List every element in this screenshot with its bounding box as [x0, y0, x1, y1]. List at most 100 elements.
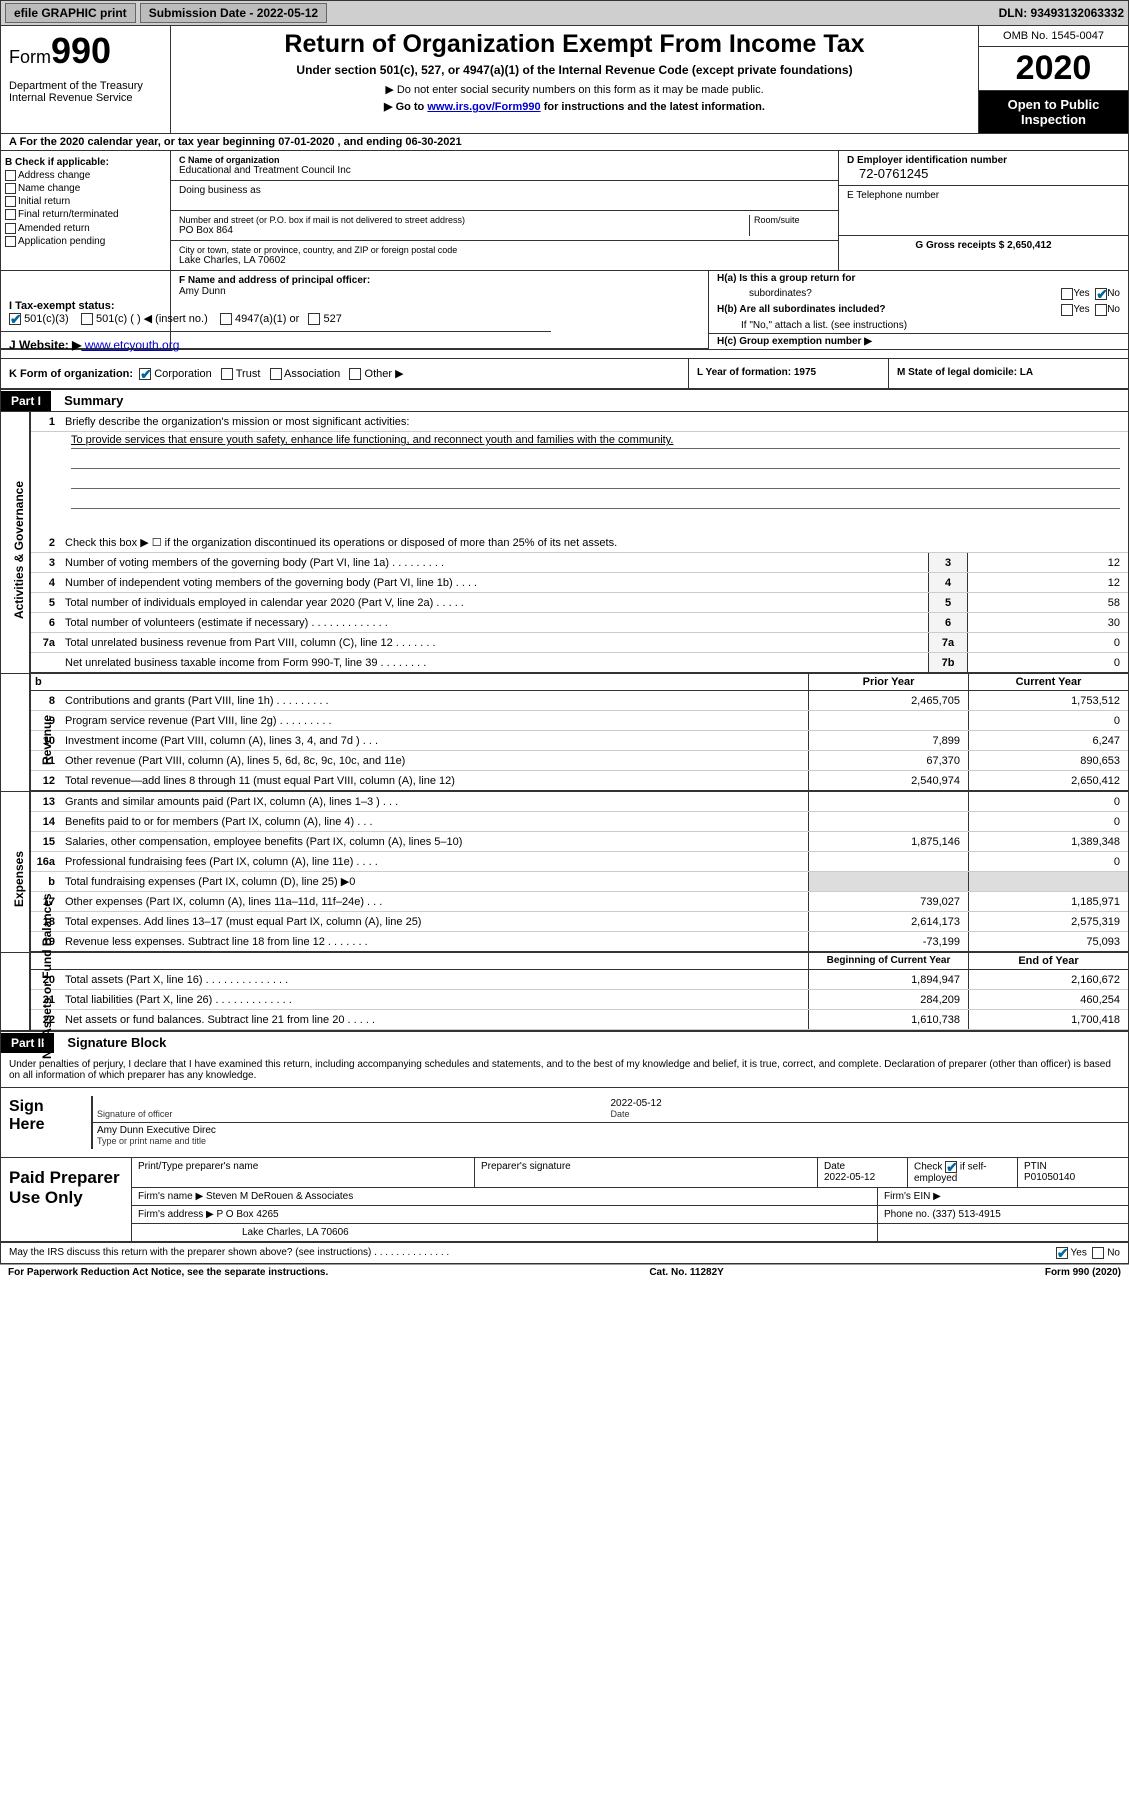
line-10: 10Investment income (Part VIII, column (… [31, 731, 1128, 751]
summary-gov: Activities & Governance 1Briefly describ… [1, 412, 1128, 674]
line-16a: 16aProfessional fundraising fees (Part I… [31, 852, 1128, 872]
vlabel-exp: Expenses [1, 792, 31, 952]
efile-print-button[interactable]: efile GRAPHIC print [5, 3, 136, 23]
cb-hb-yes[interactable] [1061, 304, 1073, 316]
cb-501c3[interactable] [9, 313, 21, 325]
city-state-zip: Lake Charles, LA 70602 [179, 255, 830, 266]
line-4: 4Number of independent voting members of… [31, 573, 1128, 593]
street-address: PO Box 864 [179, 225, 745, 236]
penalty-text: Under penalties of perjury, I declare th… [1, 1053, 1128, 1088]
line-18: 18Total expenses. Add lines 13–17 (must … [31, 912, 1128, 932]
header-right: OMB No. 1545-0047 2020 Open to Public In… [978, 26, 1128, 133]
mission-text: To provide services that ensure youth sa… [31, 432, 1128, 533]
cb-name-change[interactable]: Name change [5, 183, 166, 194]
footer-discuss: May the IRS discuss this return with the… [1, 1243, 1128, 1263]
part-ii-header: Part II Signature Block [1, 1032, 1128, 1053]
org-name-row: C Name of organization Educational and T… [171, 151, 838, 181]
cb-4947[interactable] [220, 313, 232, 325]
state-domicile: M State of legal domicile: LA [888, 359, 1128, 388]
row-a-tax-year: A For the 2020 calendar year, or tax yea… [1, 134, 1128, 151]
col-de: D Employer identification number 72-0761… [838, 151, 1128, 270]
irs-link[interactable]: www.irs.gov/Form990 [427, 101, 540, 113]
col-c-org-info: C Name of organization Educational and T… [171, 151, 838, 270]
cb-other[interactable] [349, 368, 361, 380]
cb-address-change[interactable]: Address change [5, 170, 166, 181]
line-9: 9Program service revenue (Part VIII, lin… [31, 711, 1128, 731]
website-link[interactable]: www.etcyouth.org [81, 338, 179, 352]
row-j-website: J Website: ▶ www.etcyouth.org [1, 332, 1128, 359]
part-i-header: Part I Summary [1, 390, 1128, 412]
cb-ha-yes[interactable] [1061, 288, 1073, 300]
telephone-row: E Telephone number [839, 186, 1128, 236]
ssn-hint: ▶ Do not enter social security numbers o… [175, 83, 974, 96]
sign-here-label: Sign Here [1, 1088, 91, 1157]
form-subtitle: Under section 501(c), 527, or 4947(a)(1)… [175, 63, 974, 77]
header-center: Return of Organization Exempt From Incom… [171, 26, 978, 133]
line-15: 15Salaries, other compensation, employee… [31, 832, 1128, 852]
public-inspection-badge: Open to Public Inspection [979, 91, 1128, 133]
city-row: City or town, state or province, country… [171, 241, 838, 270]
line-13: 13Grants and similar amounts paid (Part … [31, 792, 1128, 812]
gross-receipts-row: G Gross receipts $ 2,650,412 [839, 236, 1128, 255]
cb-501c[interactable] [81, 313, 93, 325]
cb-discuss-no[interactable] [1092, 1247, 1104, 1259]
cb-corp[interactable] [139, 368, 151, 380]
year-formation: L Year of formation: 1975 [688, 359, 888, 388]
cb-amended-return[interactable]: Amended return [5, 223, 166, 234]
col-b-checkboxes: B Check if applicable: Address change Na… [1, 151, 171, 270]
form-990-container: Form990 Department of the Treasury Inter… [0, 26, 1129, 1264]
vlabel-gov: Activities & Governance [1, 412, 31, 673]
section-bcde: B Check if applicable: Address change Na… [1, 151, 1128, 271]
cb-self-employed[interactable] [945, 1161, 957, 1173]
cb-ha-no[interactable] [1095, 288, 1107, 300]
cb-final-return[interactable]: Final return/terminated [5, 209, 166, 220]
line-14: 14Benefits paid to or for members (Part … [31, 812, 1128, 832]
summary-rev: Revenue bPrior YearCurrent Year 8Contrib… [1, 674, 1128, 792]
cb-527[interactable] [308, 313, 320, 325]
vlabel-net: Net Assets or Fund Balances [1, 953, 31, 1030]
line-19: 19Revenue less expenses. Subtract line 1… [31, 932, 1128, 952]
line-22: 22Net assets or fund balances. Subtract … [31, 1010, 1128, 1030]
summary-exp: Expenses 13Grants and similar amounts pa… [1, 792, 1128, 953]
line-20: 20Total assets (Part X, line 16) . . . .… [31, 970, 1128, 990]
dba-row: Doing business as [171, 181, 838, 211]
goto-link: ▶ Go to www.irs.gov/Form990 for instruct… [175, 100, 974, 113]
line-b: bTotal fundraising expenses (Part IX, co… [31, 872, 1128, 892]
topbar: efile GRAPHIC print Submission Date - 20… [0, 0, 1129, 26]
line-17: 17Other expenses (Part IX, column (A), l… [31, 892, 1128, 912]
vlabel-rev: Revenue [1, 674, 31, 791]
org-name: Educational and Treatment Council Inc [179, 165, 830, 176]
paid-preparer-label: Paid Preparer Use Only [1, 1158, 131, 1241]
line-5: 5Total number of individuals employed in… [31, 593, 1128, 613]
submission-date-button[interactable]: Submission Date - 2022-05-12 [140, 3, 327, 23]
form-title: Return of Organization Exempt From Incom… [175, 30, 974, 59]
line-7a: 7aTotal unrelated business revenue from … [31, 633, 1128, 653]
summary-net: Net Assets or Fund Balances Beginning of… [1, 953, 1128, 1032]
street-row: Number and street (or P.O. box if mail i… [171, 211, 838, 241]
cb-app-pending[interactable]: Application pending [5, 236, 166, 247]
paid-preparer-section: Paid Preparer Use Only Print/Type prepar… [1, 1158, 1128, 1243]
footer-paperwork: For Paperwork Reduction Act Notice, see … [0, 1264, 1129, 1280]
line-3: 3Number of voting members of the governi… [31, 553, 1128, 573]
row-k-form-org: K Form of organization: Corporation Trus… [1, 359, 1128, 390]
officer-signature-name: Amy Dunn Executive Direc [97, 1125, 216, 1136]
header-row: Form990 Department of the Treasury Inter… [1, 26, 1128, 134]
department-label: Department of the Treasury Internal Reve… [9, 80, 162, 104]
line-: Net unrelated business taxable income fr… [31, 653, 1128, 673]
l2-checkbox: Check this box ▶ ☐ if the organization d… [61, 534, 1128, 551]
ein-value: 72-0761245 [847, 166, 1120, 181]
line-8: 8Contributions and grants (Part VIII, li… [31, 691, 1128, 711]
tax-year: 2020 [979, 47, 1128, 91]
cb-initial-return[interactable]: Initial return [5, 196, 166, 207]
cb-hb-no[interactable] [1095, 304, 1107, 316]
line-21: 21Total liabilities (Part X, line 26) . … [31, 990, 1128, 1010]
cb-assoc[interactable] [270, 368, 282, 380]
ein-row: D Employer identification number 72-0761… [839, 151, 1128, 186]
dln-label: DLN: 93493132063332 [999, 6, 1124, 20]
l1-mission-label: Briefly describe the organization's miss… [61, 414, 1128, 430]
form-number: Form990 [9, 30, 162, 72]
line-12: 12Total revenue—add lines 8 through 11 (… [31, 771, 1128, 791]
cb-trust[interactable] [221, 368, 233, 380]
line-11: 11Other revenue (Part VIII, column (A), … [31, 751, 1128, 771]
cb-discuss-yes[interactable] [1056, 1247, 1068, 1259]
